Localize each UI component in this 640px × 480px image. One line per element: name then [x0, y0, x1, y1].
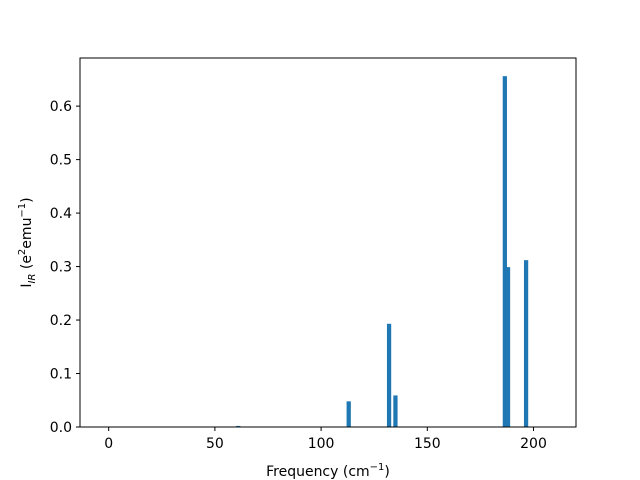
bar-3 — [393, 395, 398, 427]
y-axis-label: IIR (e2emu−1) — [17, 197, 38, 287]
x-tick-label: 200 — [520, 436, 547, 452]
y-tick-label: 0.0 — [50, 420, 72, 436]
bar-4 — [502, 76, 507, 428]
bars-group — [236, 76, 529, 428]
x-tick-label: 0 — [104, 436, 113, 452]
x-tick-label: 50 — [206, 436, 224, 452]
x-tick-label: 150 — [414, 436, 441, 452]
y-tick-label: 0.3 — [50, 260, 72, 276]
x-tick-label: 100 — [308, 436, 335, 452]
y-tick-label: 0.4 — [50, 206, 72, 222]
bar-1 — [346, 401, 351, 427]
bar-2 — [386, 323, 392, 427]
y-tick-label: 0.2 — [50, 313, 72, 329]
bar-0 — [236, 425, 241, 427]
plot-frame — [79, 57, 577, 428]
bar-5 — [505, 267, 511, 427]
y-tick-label: 0.1 — [50, 367, 72, 383]
x-axis-label: Frequency (cm−1) — [266, 462, 390, 480]
bar-6 — [523, 260, 529, 427]
y-tick-label: 0.5 — [50, 153, 72, 169]
x-ticks-group: 0 50 100 150 200 — [104, 427, 547, 452]
y-ticks-group: 0.0 0.1 0.2 0.3 0.4 0.5 0.6 — [50, 99, 80, 436]
y-tick-label: 0.6 — [50, 99, 72, 115]
